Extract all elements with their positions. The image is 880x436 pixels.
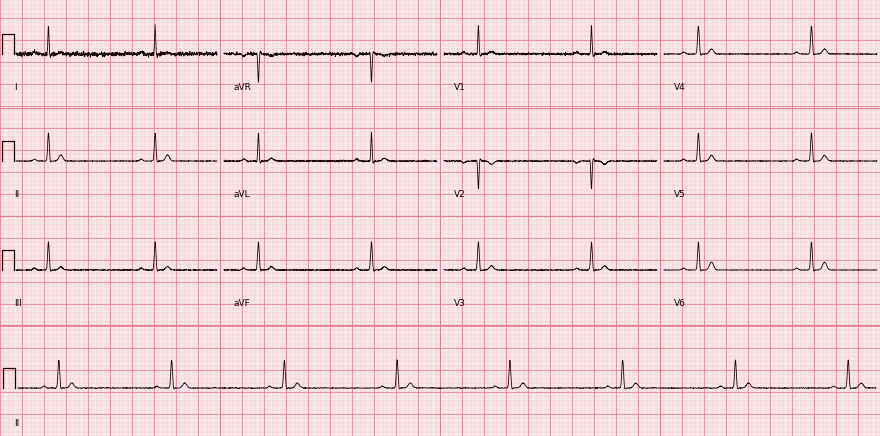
Text: V1: V1 <box>454 83 466 92</box>
Text: V6: V6 <box>674 300 686 308</box>
Text: aVL: aVL <box>234 191 251 199</box>
Text: V2: V2 <box>454 191 466 199</box>
Text: aVF: aVF <box>234 300 251 308</box>
Text: V3: V3 <box>454 300 466 308</box>
Text: I: I <box>14 83 17 92</box>
Text: aVR: aVR <box>234 83 252 92</box>
Text: II: II <box>14 419 19 428</box>
Text: III: III <box>14 300 22 308</box>
Text: V5: V5 <box>674 191 686 199</box>
Text: II: II <box>14 191 19 199</box>
Text: V4: V4 <box>674 83 686 92</box>
